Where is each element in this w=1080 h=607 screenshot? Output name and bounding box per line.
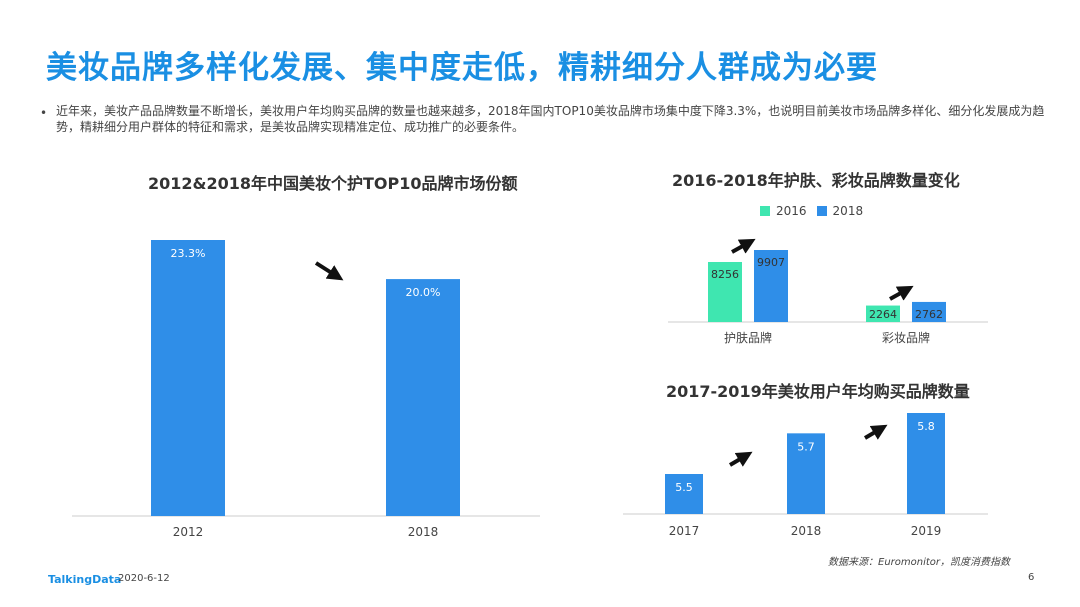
- chart3-tick-label-2019: 2019: [911, 524, 942, 538]
- chart1-value-label-2018: 20.0%: [406, 286, 441, 299]
- chart3-value-label-2019: 5.8: [917, 420, 935, 433]
- chart1-value-label-2012: 23.3%: [171, 247, 206, 260]
- legend-swatch-2018: [816, 206, 827, 216]
- bullet-point: •: [40, 106, 48, 120]
- chart1-bar-2018: [386, 279, 460, 516]
- chart2-value-label-2018-1: 2762: [915, 308, 943, 321]
- chart1-trend-arrow-icon: [314, 261, 344, 281]
- chart2-bar-2018-0: [754, 250, 788, 322]
- chart3-tick-label-2018: 2018: [791, 524, 822, 538]
- chart3-bar-2017: [665, 474, 703, 514]
- page-number: 6: [1028, 572, 1035, 583]
- chart3-trend-arrow-1-icon: [728, 451, 753, 467]
- legend-swatch-2016: [760, 206, 770, 216]
- chart2-trend-arrow-skincare-icon: [731, 238, 756, 254]
- chart3-tick-label-2017: 2017: [669, 524, 700, 538]
- chart2-title: 2016-2018年护肤、彩妆品牌数量变化: [672, 171, 960, 190]
- chart2-bar-2016-0: [708, 261, 742, 322]
- chart3-value-label-2017: 5.5: [675, 481, 693, 494]
- legend-label-2018: 2018: [832, 204, 864, 218]
- chart2-tick-label-1: 彩妆品牌: [882, 331, 930, 345]
- legend-label-2016: 2016: [776, 204, 807, 218]
- slide-description: 近年来，美妆产品品牌数量不断增长，美妆用户年均购买品牌的数量也越来越多，2018…: [56, 104, 1045, 134]
- chart2-bar-2016-1: [866, 305, 900, 322]
- chart1-tick-label-2012: 2012: [173, 525, 204, 539]
- data-source: 数据来源：Euromonitor，凯度消费指数: [828, 557, 1011, 568]
- chart3-value-label-2018: 5.7: [797, 440, 815, 453]
- chart1-tick-label-2018: 2018: [408, 525, 439, 539]
- chart2-legend: 2016 2018: [760, 204, 863, 218]
- chart2-value-label-2018-0: 9907: [757, 256, 785, 269]
- chart2-value-label-2016-0: 8256: [711, 268, 739, 281]
- chart2-bar-2018-1: [912, 301, 946, 322]
- chart3-bar-2018: [787, 433, 825, 514]
- slide-title: 美妆品牌多样化发展、集中度走低，精耕细分人群成为必要: [46, 50, 878, 86]
- chart1-bar-2012: [151, 240, 225, 516]
- chart3-trend-arrow-2-icon: [863, 424, 888, 440]
- chart2-tick-label-0: 护肤品牌: [724, 330, 772, 345]
- chart3-bar-2019: [907, 413, 945, 514]
- footer-date: 2020-6-12: [118, 573, 170, 584]
- chart2-value-label-2016-1: 2264: [869, 308, 897, 321]
- chart1-title: 2012&2018年中国美妆个护TOP10品牌市场份额: [148, 174, 518, 193]
- chart2-trend-arrow-makeup-icon: [889, 285, 914, 301]
- chart3-title: 2017-2019年美妆用户年均购买品牌数量: [666, 382, 970, 401]
- talkingdata-logo: TalkingData: [48, 573, 122, 586]
